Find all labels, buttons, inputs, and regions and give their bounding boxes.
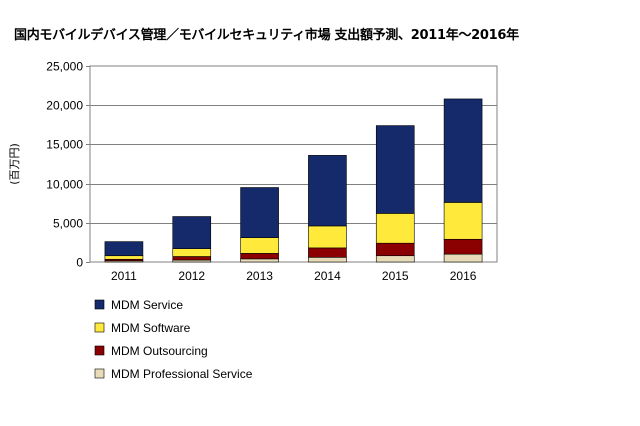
bar-mdm-outsourcing-2015 <box>375 242 415 257</box>
bar-mdm-professional-service-2016 <box>443 253 483 263</box>
x-tick-label: 2012 <box>178 269 205 283</box>
x-tick-label: 2016 <box>450 269 477 283</box>
bar-mdm-software-2014 <box>308 225 347 249</box>
bar-mdm-professional-service-2013 <box>240 258 279 263</box>
x-tick-label: 2011 <box>111 269 137 283</box>
x-tick-label: 2015 <box>382 269 409 283</box>
bar-mdm-service-2014 <box>308 155 347 227</box>
y-tick-label: 20,000 <box>46 99 83 113</box>
legend-swatch-mdm-software <box>94 322 105 333</box>
bar-mdm-software-2016 <box>443 202 483 240</box>
bar-mdm-professional-service-2014 <box>308 256 347 263</box>
legend-label-mdm-professional-service: MDM Professional Service <box>111 367 253 381</box>
y-tick-label: 15,000 <box>46 138 83 152</box>
bar-mdm-software-2012 <box>172 248 212 257</box>
legend-label-mdm-service: MDM Service <box>111 298 183 312</box>
y-tick-label: 10,000 <box>46 178 83 192</box>
bar-mdm-service-2015 <box>375 125 415 214</box>
y-tick-label: 25,000 <box>46 60 83 74</box>
bar-mdm-outsourcing-2014 <box>308 247 347 258</box>
bar-mdm-software-2011 <box>104 255 144 260</box>
bar-mdm-service-2011 <box>104 241 144 257</box>
legend-label-mdm-software: MDM Software <box>111 321 191 335</box>
bar-mdm-outsourcing-2012 <box>172 256 212 261</box>
legend-swatch-mdm-professional-service <box>94 368 105 379</box>
bar-mdm-software-2013 <box>240 237 279 254</box>
y-tick-label: 0 <box>76 256 83 270</box>
legend-swatch-mdm-service <box>94 299 105 310</box>
chart-title: 国内モバイルデバイス管理／モバイルセキュリティ市場 支出額予測、2011年〜20… <box>14 28 519 43</box>
x-tick-label: 2013 <box>246 269 273 283</box>
bar-mdm-outsourcing-2013 <box>240 253 279 260</box>
bar-mdm-service-2013 <box>240 187 279 238</box>
bar-mdm-software-2015 <box>375 213 415 244</box>
legend-label-mdm-outsourcing: MDM Outsourcing <box>111 344 208 358</box>
bar-mdm-service-2016 <box>443 98 483 203</box>
bar-mdm-outsourcing-2016 <box>443 238 483 255</box>
legend-swatch-mdm-outsourcing <box>94 345 105 356</box>
bar-mdm-service-2012 <box>172 216 212 249</box>
bar-mdm-professional-service-2015 <box>375 255 415 263</box>
y-tick-label: 5,000 <box>53 217 83 231</box>
x-tick-label: 2014 <box>314 269 341 283</box>
plot-area <box>89 65 498 263</box>
y-axis-label: (百万円) <box>8 143 21 185</box>
